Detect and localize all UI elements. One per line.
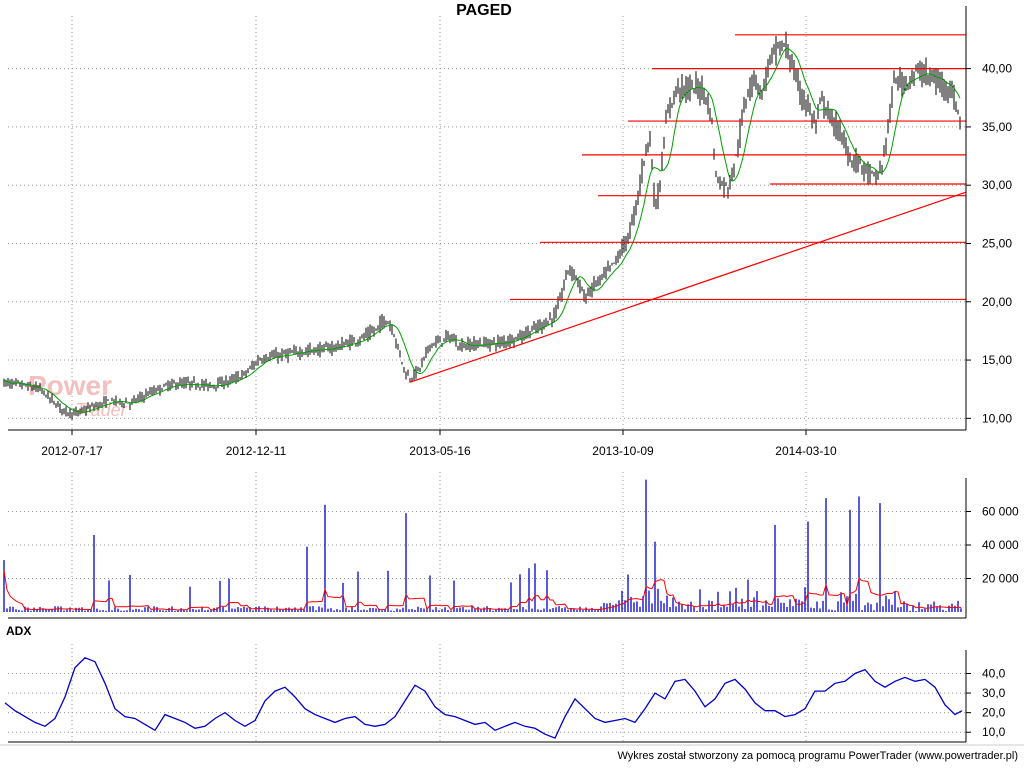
x-tick-label: 2012-12-11 bbox=[226, 444, 287, 458]
moving-average-line bbox=[3, 47, 961, 413]
axes-layer: 2012-07-17 2012-12-11 2013-05-16 2013-10-09… bbox=[0, 6, 1024, 746]
adx-y-tick-label: 40,0 bbox=[982, 666, 1006, 680]
adx-y-tick-label: 10,0 bbox=[982, 725, 1006, 739]
price-y-tick-label: 10,00 bbox=[982, 411, 1012, 425]
adx-line bbox=[4, 657, 963, 739]
x-tick-label: 2014-03-10 bbox=[775, 444, 837, 458]
price-y-tick-label: 20,00 bbox=[982, 295, 1012, 309]
price-y-tick-label: 35,00 bbox=[982, 120, 1012, 134]
adx-y-tick-label: 20,0 bbox=[982, 706, 1006, 720]
footer-credit: Wykres został stworzony za pomocą progra… bbox=[617, 750, 1018, 762]
x-tick-label: 2012-07-17 bbox=[41, 444, 103, 458]
price-y-tick-label: 15,00 bbox=[982, 353, 1012, 367]
adx-panel bbox=[4, 657, 963, 739]
x-tick-label: 2013-05-16 bbox=[409, 444, 471, 458]
price-y-tick-label: 30,00 bbox=[982, 178, 1012, 192]
volume-y-tick-label: 60 000 bbox=[982, 505, 1019, 519]
volume-average-line bbox=[3, 570, 962, 611]
price-y-tick-label: 40,00 bbox=[982, 62, 1012, 76]
watermark-line-1: Power bbox=[28, 370, 112, 401]
trendline bbox=[409, 191, 967, 383]
volume-y-tick-label: 20 000 bbox=[982, 572, 1019, 586]
adx-y-tick-label: 30,0 bbox=[982, 686, 1006, 700]
adx-panel-label: ADX bbox=[6, 624, 32, 638]
x-tick-label: 2013-10-09 bbox=[592, 444, 654, 458]
chart-title: PAGED bbox=[456, 2, 512, 19]
price-y-tick-label: 25,00 bbox=[982, 236, 1012, 250]
volume-panel bbox=[3, 479, 962, 612]
grid-layer bbox=[8, 16, 966, 742]
volume-y-tick-label: 40 000 bbox=[982, 538, 1019, 552]
price-panel bbox=[3, 31, 967, 420]
